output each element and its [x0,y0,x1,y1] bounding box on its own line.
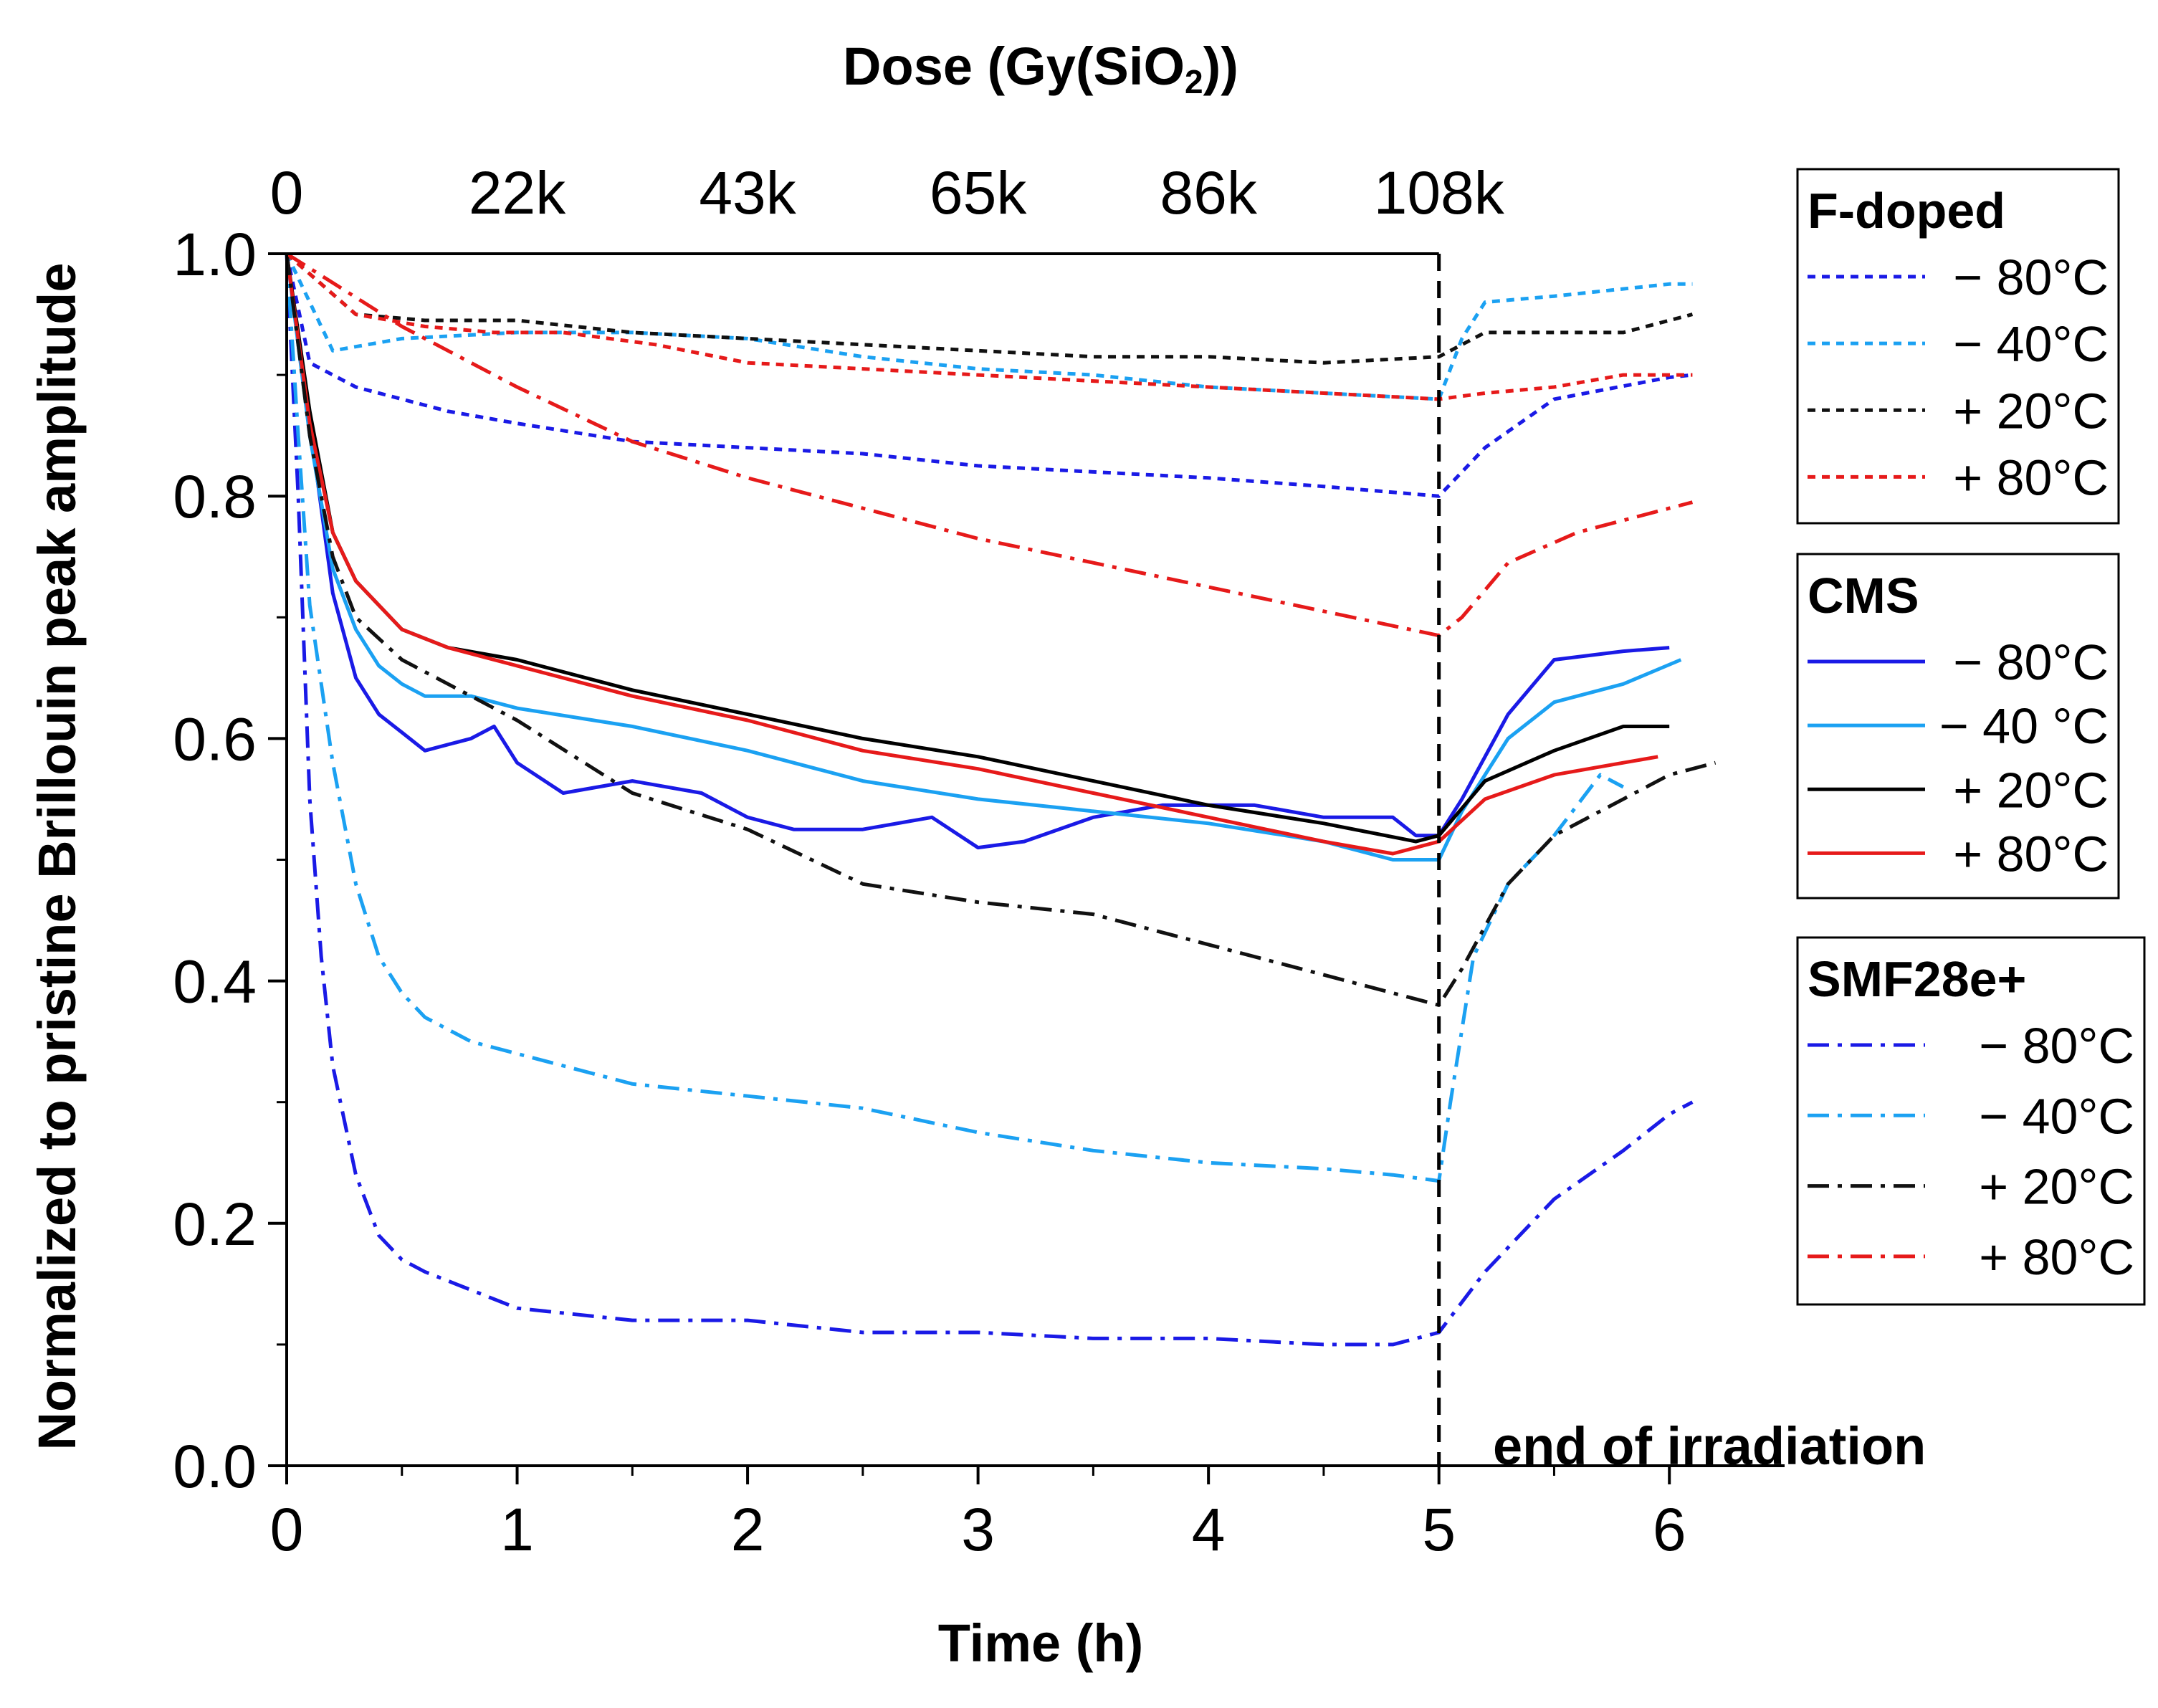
y-tick-label: 1.0 [173,221,257,288]
y-tick-label: 0.4 [173,948,257,1016]
top-axis-title: Dose (Gy(SiO2)) [843,37,1238,100]
legend-label-cms-1: − 40 °C [1939,698,2109,754]
y-tick-label: 0.2 [173,1191,257,1258]
legend-label-f-doped-3: + 80°C [1953,449,2109,505]
legend-box-f-doped [1796,168,2120,525]
series-line-smf28e--1 [285,253,1625,1183]
axes-layer: 0 1 2 3 4 5 60.00.20.40.60.81.00 22k 43k 65k 86k 10… [173,159,1785,1563]
legend-title-smf28e-: SMF28e+ [1808,951,2026,1007]
top-tick-label: 65k [930,159,1027,226]
top-tick-label: 108k [1374,159,1505,226]
x-tick-label: 2 [731,1496,765,1563]
x-tick-label: 6 [1653,1496,1686,1563]
legend-label-cms-2: + 20°C [1953,762,2109,818]
x-axis-title: Time (h) [938,1613,1143,1673]
end-of-irradiation-annotation: end of irradiation [1493,1416,1926,1476]
series-line-f-doped-1 [285,252,1693,401]
y-axis-title: Normalized to pristine Brillouin peak am… [27,262,87,1450]
plot-area: 0 1 2 3 4 5 60.00.20.40.60.81.00 22k 43k 65k 86k 10… [173,159,1785,1563]
series-line-f-doped-3 [285,252,1693,401]
x-tick-label: 4 [1192,1496,1226,1563]
legend-label-smf28e--2: + 20°C [1979,1159,2134,1215]
legend-label-cms-0: − 80°C [1953,634,2109,690]
top-tick-label: 22k [469,159,566,226]
series-line-smf28e--0 [285,253,1694,1347]
series-line-smf28e--2 [285,253,1717,1007]
legend-label-smf28e--0: − 80°C [1979,1018,2134,1074]
series-line-f-doped-2 [285,252,1694,365]
top-tick-label: 0 [270,159,304,226]
legend-title-cms: CMS [1808,568,1919,624]
y-tick-label: 0.6 [173,705,257,773]
x-tick-label: 3 [961,1496,995,1563]
legend-title-f-doped: F-doped [1808,183,2005,239]
legend-label-f-doped-1: − 40°C [1953,316,2109,372]
legend: F-doped − 80°C − 40°C + 20°C + 80°C CMS − 80°C… [1796,168,2146,1306]
legend-label-cms-3: + 80°C [1953,826,2109,882]
series-line-cms-3 [285,253,1658,856]
series-line-cms-1 [285,253,1682,862]
x-tick-label: 5 [1422,1496,1456,1563]
legend-label-f-doped-0: − 80°C [1953,249,2109,305]
top-tick-label: 43k [699,159,796,226]
series-line-smf28e--3 [285,252,1694,638]
legend-label-smf28e--3: + 80°C [1979,1229,2134,1285]
top-tick-label: 86k [1160,159,1257,226]
series-layer [285,252,1717,1347]
y-tick-label: 0.8 [173,463,257,530]
top-axis-title-subscript: 2 [1185,63,1203,100]
legend-label-f-doped-2: + 20°C [1953,383,2109,439]
x-tick-label: 1 [500,1496,534,1563]
legend-label-smf28e--1: − 40°C [1979,1088,2134,1144]
y-tick-label: 0.0 [173,1433,257,1500]
legend-box-smf28e- [1796,936,2146,1306]
x-tick-label: 0 [270,1496,304,1563]
series-line-f-doped-0 [285,253,1693,498]
